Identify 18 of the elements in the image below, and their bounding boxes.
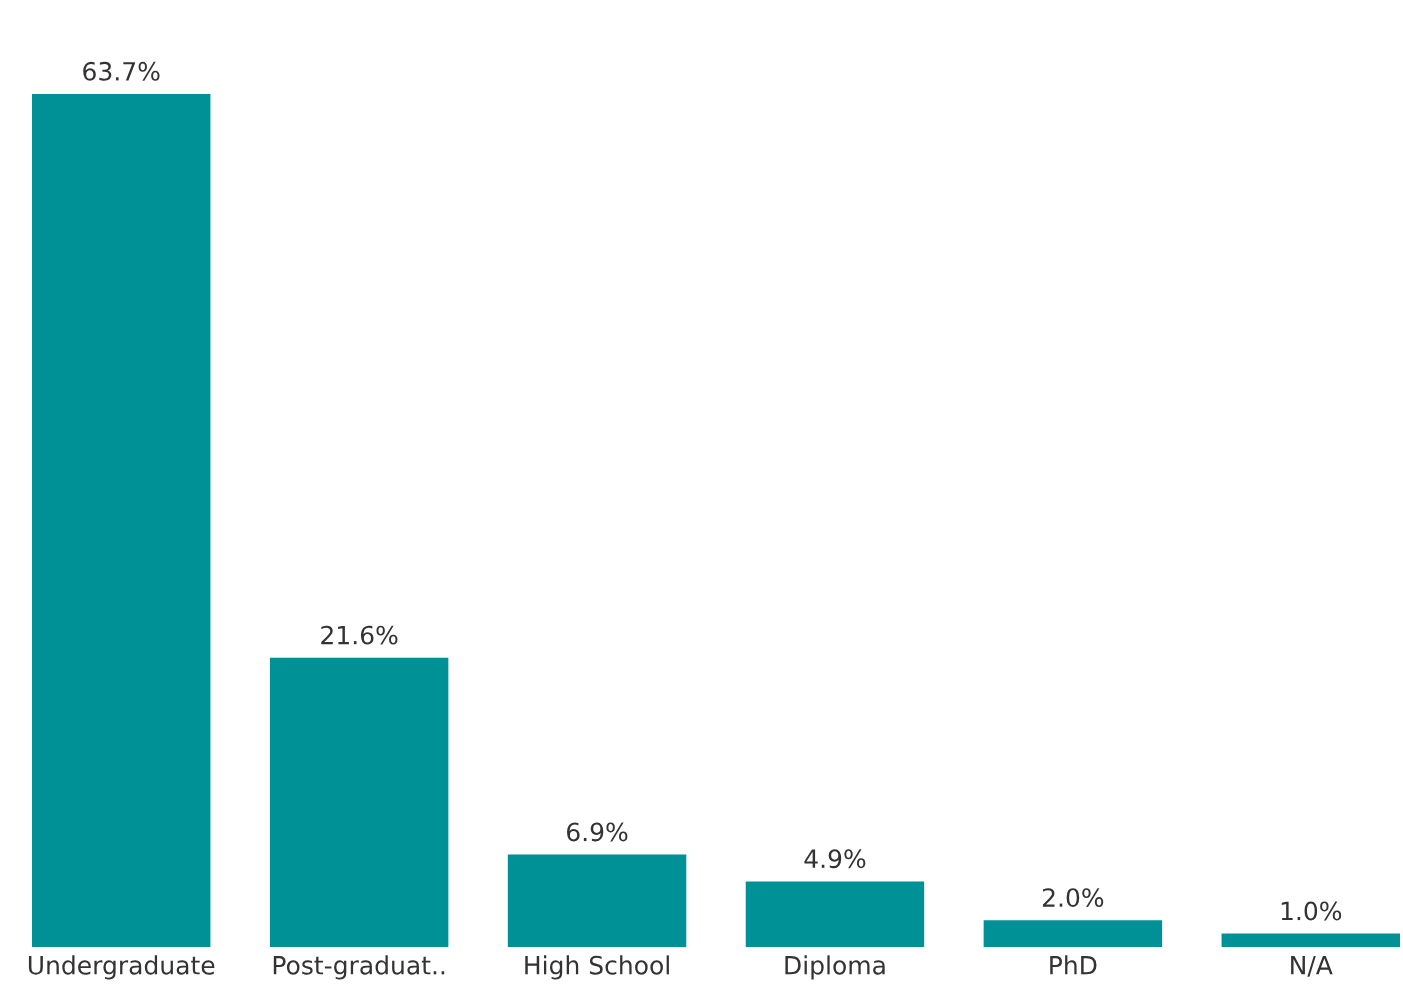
- x-tick-label: Undergraduate: [28, 955, 215, 980]
- x-tick-label: Diploma: [785, 955, 885, 980]
- data-label: 1.0%: [1281, 901, 1342, 921]
- bar: [1221, 933, 1400, 947]
- bar: [32, 93, 211, 947]
- x-tick-label: High School: [525, 955, 669, 980]
- data-label: 4.9%: [804, 849, 866, 869]
- bar: [269, 657, 449, 947]
- data-label: 2.0%: [1042, 888, 1104, 908]
- x-tick-label: Post-graduat..: [273, 955, 445, 980]
- bar: [983, 920, 1163, 947]
- bar: [507, 854, 687, 947]
- data-label: 21.6%: [321, 625, 398, 645]
- data-label: 6.9%: [567, 822, 628, 842]
- bar: [745, 881, 925, 947]
- x-tick-label: PhD: [1050, 955, 1097, 975]
- x-tick-label: N/A: [1291, 956, 1333, 977]
- data-label: 63.7%: [83, 61, 160, 81]
